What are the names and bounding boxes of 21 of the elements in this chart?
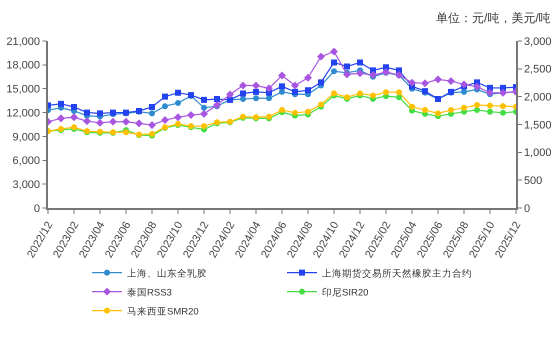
y2-tick-label: 3,000	[524, 36, 552, 48]
y2-tick-label: 1,500	[524, 119, 552, 132]
legend-label: 马来西亚SMR20	[127, 305, 199, 318]
y2-tick-label: 0	[524, 202, 530, 215]
y2-tick-label: 1,000	[524, 147, 552, 160]
legend-label: 泰国RSS3	[127, 287, 172, 298]
y-tick-label: 3,000	[12, 178, 40, 191]
y2-tick-label: 2,500	[524, 64, 552, 76]
y2-tick-label: 500	[524, 175, 542, 188]
y2-tick-label: 2,000	[524, 92, 552, 104]
y-tick-label: 21,000	[6, 36, 40, 48]
y-tick-label: 6,000	[12, 155, 40, 168]
y-tick-label: 9,000	[12, 131, 40, 144]
y-tick-label: 0	[34, 202, 40, 215]
legend-label: 上海、山东全乳胶	[127, 267, 207, 280]
legend-label: 印尼SIR20	[322, 286, 368, 298]
y-tick-label: 15,000	[6, 84, 40, 96]
y-tick-label: 18,000	[6, 60, 40, 72]
legend-label: 上海期货交易所天然橡胶主力合约	[322, 267, 472, 280]
y-tick-label: 12,000	[6, 107, 40, 120]
text: 单位：元/吨，美元/吨	[436, 11, 551, 25]
